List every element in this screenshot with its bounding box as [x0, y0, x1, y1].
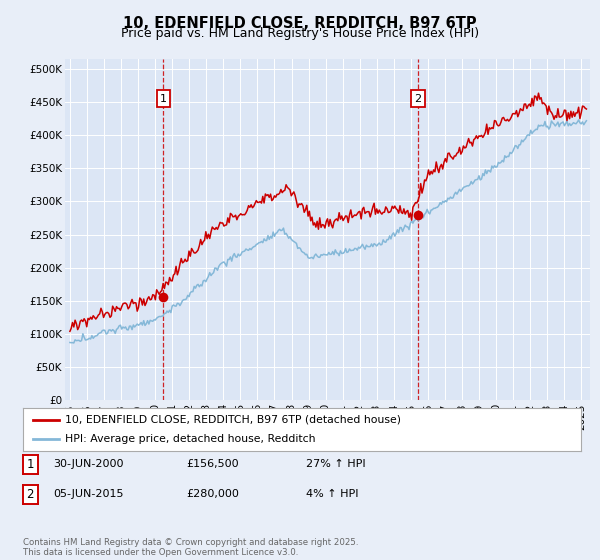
Text: 2: 2	[26, 488, 34, 501]
Text: 05-JUN-2015: 05-JUN-2015	[53, 489, 124, 499]
Text: 4% ↑ HPI: 4% ↑ HPI	[306, 489, 359, 499]
Text: 27% ↑ HPI: 27% ↑ HPI	[306, 459, 365, 469]
Text: 1: 1	[26, 458, 34, 471]
Text: HPI: Average price, detached house, Redditch: HPI: Average price, detached house, Redd…	[65, 435, 315, 444]
Text: Contains HM Land Registry data © Crown copyright and database right 2025.
This d: Contains HM Land Registry data © Crown c…	[23, 538, 358, 557]
Text: 1: 1	[160, 94, 167, 104]
Text: Price paid vs. HM Land Registry's House Price Index (HPI): Price paid vs. HM Land Registry's House …	[121, 27, 479, 40]
Text: 30-JUN-2000: 30-JUN-2000	[53, 459, 124, 469]
Text: £280,000: £280,000	[186, 489, 239, 499]
Text: £156,500: £156,500	[186, 459, 239, 469]
Text: 10, EDENFIELD CLOSE, REDDITCH, B97 6TP (detached house): 10, EDENFIELD CLOSE, REDDITCH, B97 6TP (…	[65, 415, 401, 424]
Text: 10, EDENFIELD CLOSE, REDDITCH, B97 6TP: 10, EDENFIELD CLOSE, REDDITCH, B97 6TP	[123, 16, 477, 31]
Text: 2: 2	[415, 94, 422, 104]
